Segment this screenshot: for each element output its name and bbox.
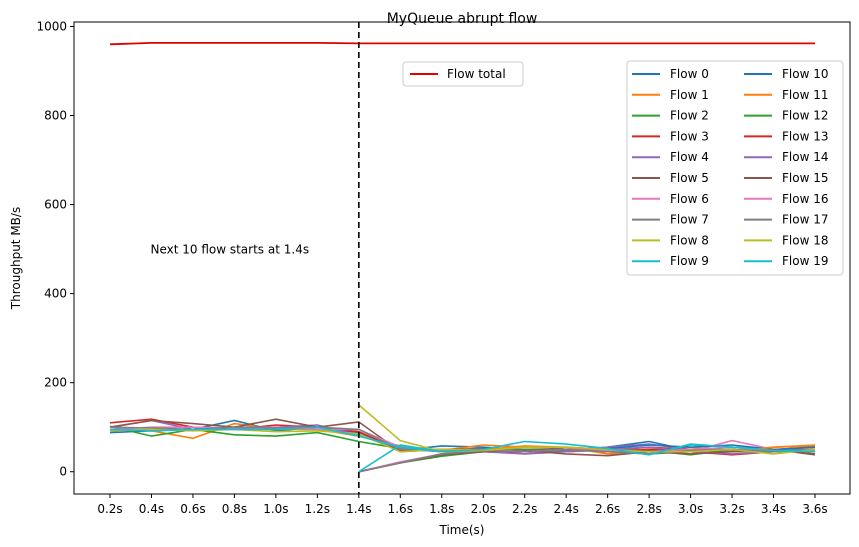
legend-label: Flow 6	[670, 192, 709, 206]
x-tick-label: 1.2s	[305, 502, 330, 516]
x-axis-label: Time(s)	[439, 523, 485, 537]
y-tick-label: 800	[44, 109, 67, 123]
x-tick-label: 0.6s	[180, 502, 205, 516]
legend-label: Flow 15	[782, 171, 828, 185]
total-legend: Flow total	[402, 61, 524, 87]
legend-label: Flow 1	[670, 88, 709, 102]
plot-area: 0 200 400 600 800 1000 0.2s 0.4s 0.6s 0.8s 1.0s 1.…	[36, 19, 851, 516]
x-tick-label: 0.4s	[139, 502, 164, 516]
x-tick-label: 0.8s	[222, 502, 247, 516]
legend-label: Flow 4	[670, 150, 709, 164]
legend-label: Flow 9	[670, 254, 709, 268]
total-legend-box	[402, 61, 524, 87]
legend-box	[626, 60, 844, 276]
x-tick-label: 2.0s	[471, 502, 496, 516]
legend-label: Flow 7	[670, 213, 709, 227]
x-tick-label: 1.4s	[346, 502, 371, 516]
legend-label: Flow 19	[782, 254, 828, 268]
x-tick-label: 1.0s	[263, 502, 288, 516]
series-line-flow-19	[358, 440, 816, 473]
x-tick-label: 1.8s	[429, 502, 454, 516]
chart-title: MyQueue abrupt flow	[387, 11, 538, 27]
x-tick-label: 2.2s	[512, 502, 537, 516]
x-tick-label: 2.8s	[636, 502, 661, 516]
y-tick-label: 400	[44, 287, 67, 301]
legend-label: Flow 5	[670, 171, 709, 185]
series-legend: Flow 0 Flow 1 Flow 2 Flow 3 Flow 4 Flow 5 Flow…	[626, 60, 844, 276]
y-tick-label: 1000	[36, 19, 67, 33]
series-lines	[109, 42, 816, 473]
legend-label: Flow 12	[782, 109, 828, 123]
y-axis-label: Throughput MB/s	[9, 207, 23, 310]
x-tick-label: 3.4s	[761, 502, 786, 516]
x-tick-label: 1.6s	[388, 502, 413, 516]
legend-label: Flow 3	[670, 129, 709, 143]
legend-label: Flow 8	[670, 233, 709, 247]
x-tick-label: 3.0s	[678, 502, 703, 516]
legend-label: Flow 10	[782, 67, 828, 81]
legend-label: Flow 0	[670, 67, 709, 81]
legend-label: Flow 11	[782, 88, 828, 102]
legend-label: Flow 18	[782, 233, 828, 247]
flow-start-annotation: Next 10 flow starts at 1.4s	[150, 242, 309, 256]
y-axis: 0 200 400 600 800 1000	[36, 19, 74, 479]
total-legend-label: Flow total	[447, 67, 506, 81]
x-tick-label: 2.4s	[554, 502, 579, 516]
legend-label: Flow 2	[670, 109, 709, 123]
y-tick-label: 200	[44, 376, 67, 390]
legend-label: Flow 13	[782, 129, 828, 143]
legend-label: Flow 16	[782, 192, 828, 206]
legend-label: Flow 14	[782, 150, 828, 164]
y-tick-label: 600	[44, 198, 67, 212]
x-tick-label: 3.2s	[719, 502, 744, 516]
x-axis: 0.2s 0.4s 0.6s 0.8s 1.0s 1.2s 1.4s 1.6s 1.8s 2.0s…	[97, 494, 828, 516]
x-tick-label: 0.2s	[97, 502, 122, 516]
x-tick-label: 3.6s	[802, 502, 827, 516]
y-tick-label: 0	[59, 465, 67, 479]
x-tick-label: 2.6s	[595, 502, 620, 516]
axes-frame	[73, 21, 851, 495]
series-line-flow-total	[109, 42, 815, 46]
legend-label: Flow 17	[782, 213, 828, 227]
